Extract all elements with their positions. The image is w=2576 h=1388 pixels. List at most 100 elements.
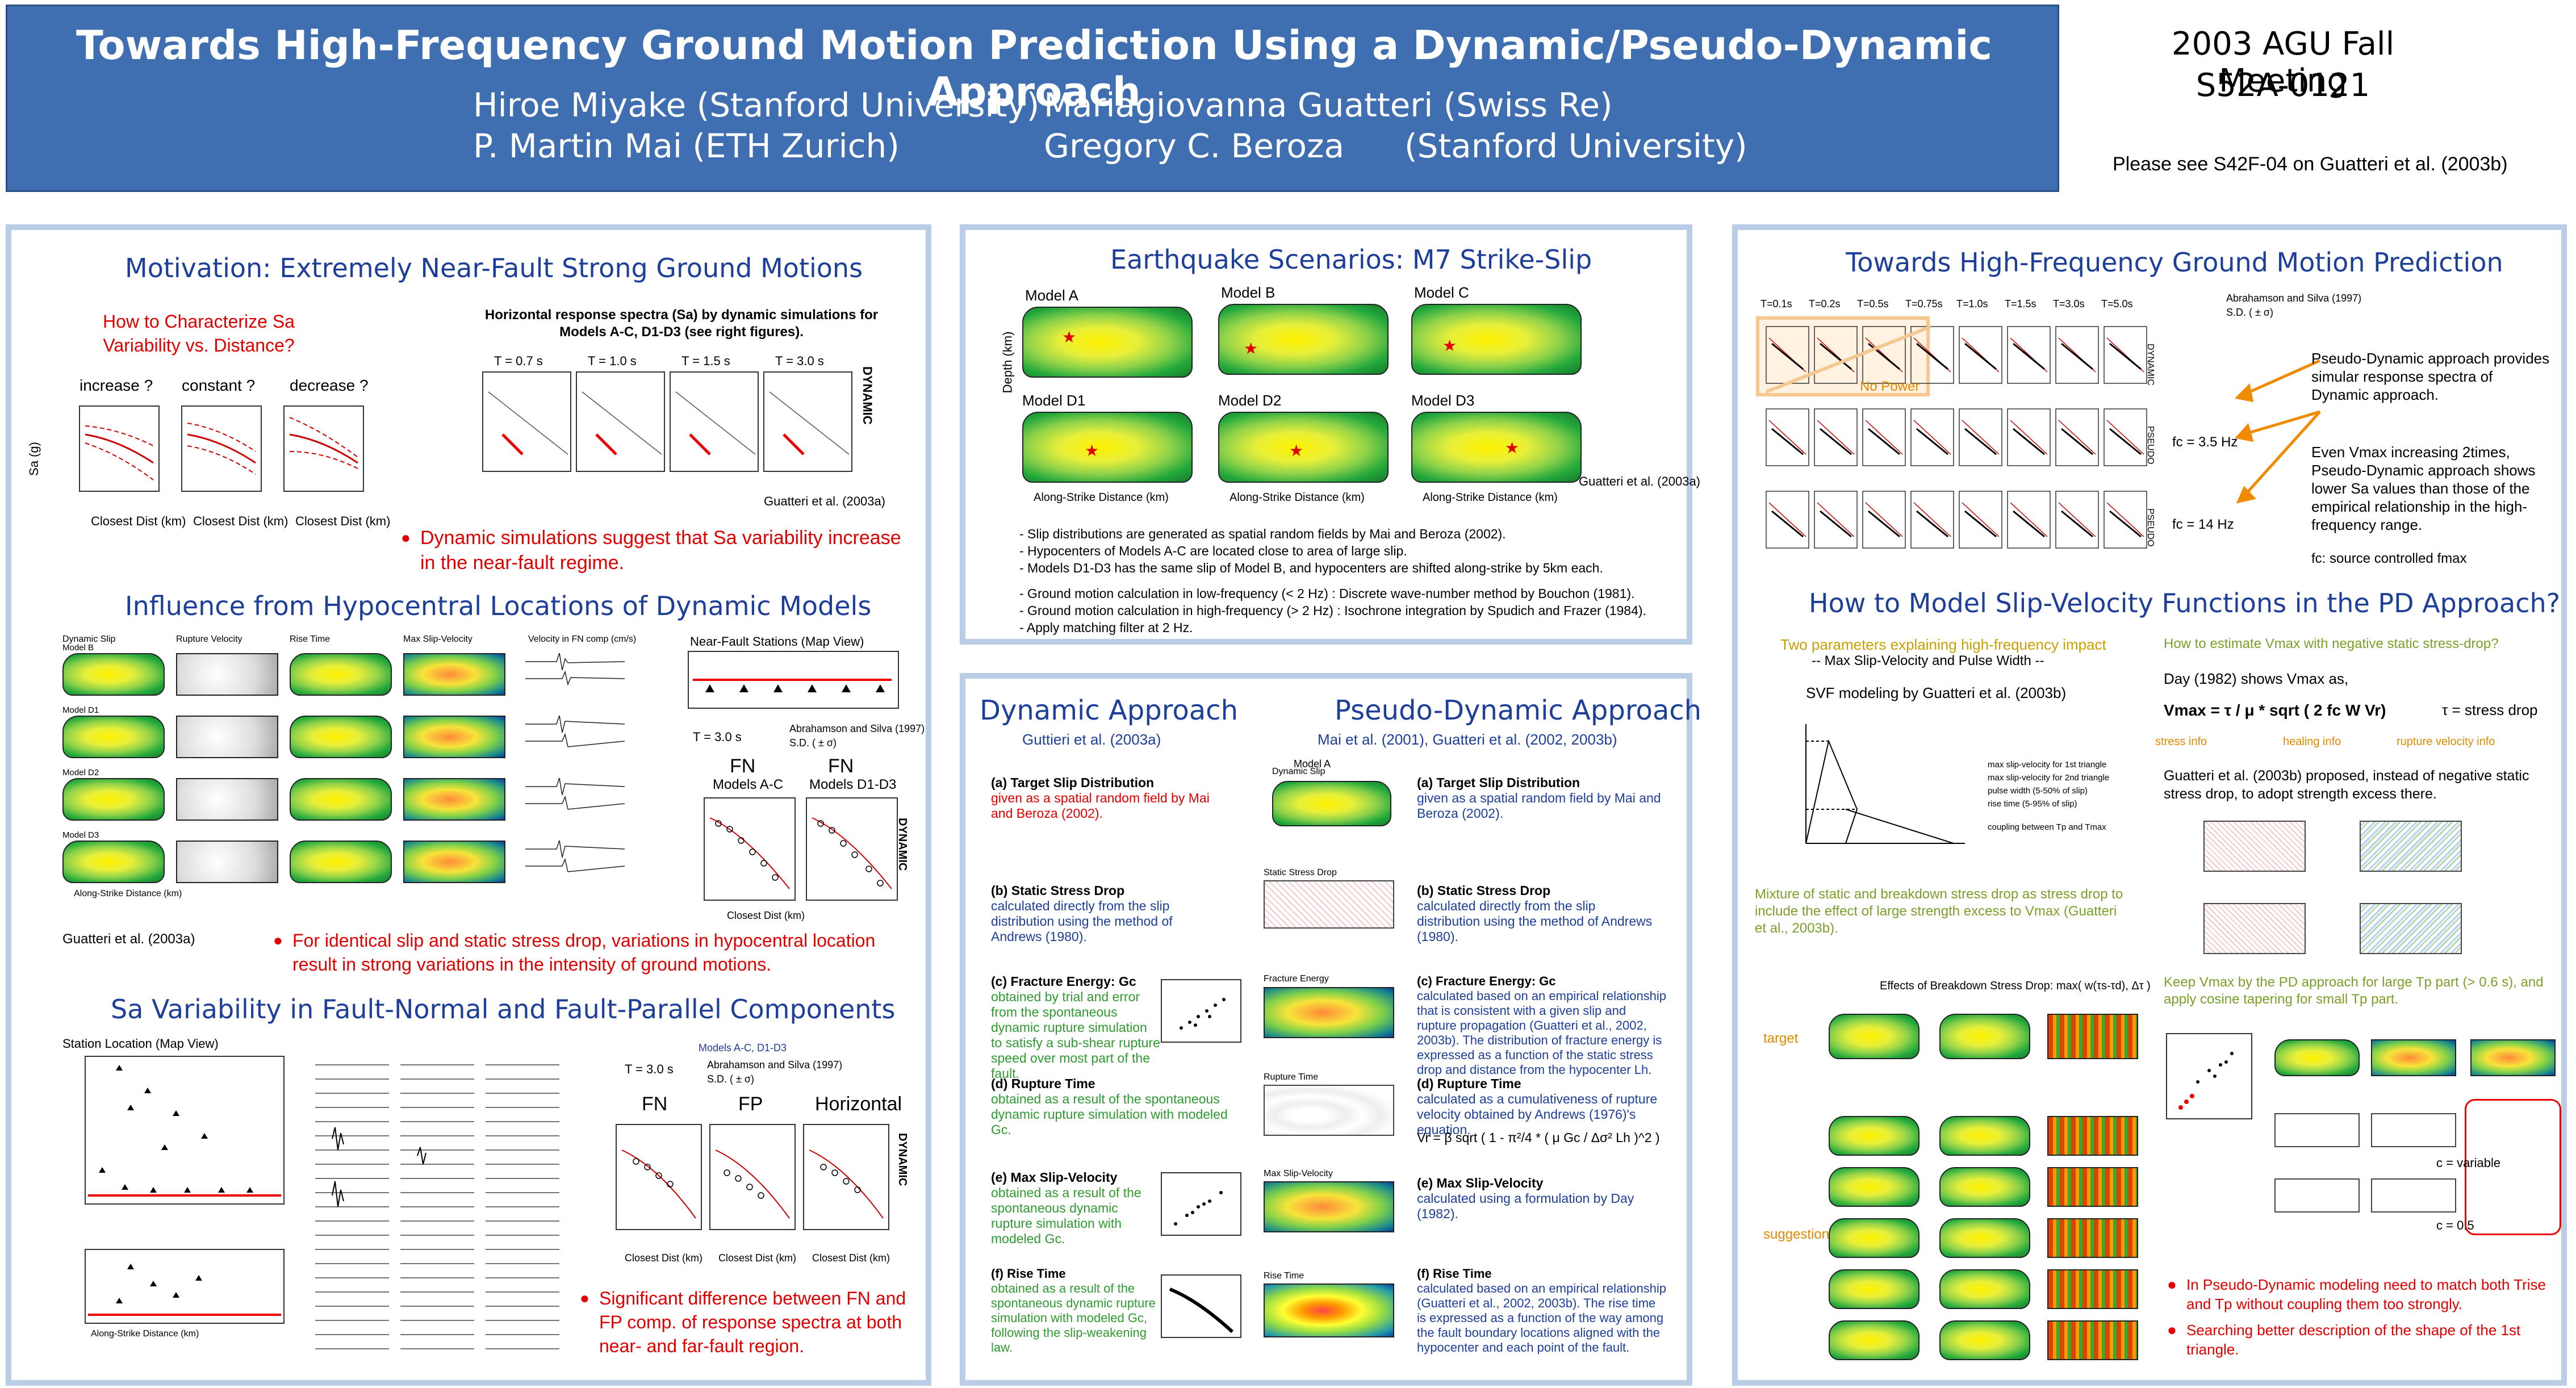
poster-title: Towards High-Frequency Ground Motion Pre… [76,22,1992,115]
sa-legend-1: Abrahamson and Silva (1997) [707,1059,843,1071]
label-constant: constant ? [182,377,256,394]
station-xlabel: Along-Strike Distance (km) [91,1329,199,1339]
effects-pulse-target [1939,1014,2030,1059]
sa-xlabel-h: Closest Dist (km) [812,1252,890,1264]
fn-sub-2: Models D1-D3 [809,777,897,792]
period-15: T = 1.5 s [681,354,730,368]
svf-two-params-2: -- Max Slip-Velocity and Pulse Width -- [1812,653,2044,668]
scenario-xlabel-2: Along-Strike Distance (km) [1230,491,1365,504]
row-model-d2: Model D2 [62,768,99,777]
heatmap-d1-vmax [403,716,505,758]
hypocenter-star-d3: ★ [1505,439,1520,457]
item-a-dyn: (a) Target Slip Distribution given as a s… [991,775,1210,821]
svf-legend-3: pulse width (5-50% of slip) [1988,786,2088,796]
fig-fracture-label: Fracture Energy [1264,974,1329,984]
tp-pulse [2371,1039,2456,1076]
scenario-note-5: - Ground motion calculation in high-freq… [1019,603,1646,618]
effects-slip-1 [1829,1116,1920,1156]
item-c-pd: (c) Fracture Energy: Gc calculated based … [1417,974,1667,1077]
row-model-b: Model B [62,643,94,653]
scenario-heatmap-d2 [1218,412,1389,483]
scenario-model-d1: Model D1 [1022,392,1086,409]
fig-vmax [1264,1181,1394,1232]
schematic-decrease [283,405,364,492]
period-07: T = 0.7 s [494,354,543,368]
keep-text: Keep Vmax by the PD approach for large T… [2164,975,2544,1007]
scenario-xlabel-1: Along-Strike Distance (km) [1034,491,1169,504]
item-e-dyn: (e) Max Slip-Velocity obtained as a resul… [991,1170,1141,1246]
svf-tapered-box [2371,1113,2456,1147]
stress-info: stress info [2155,735,2207,748]
map-title: Near-Fault Stations (Map View) [690,634,864,649]
author-1: Hiroe Miyake (Stanford University) [473,86,1040,124]
towards-legend-2: S.D. ( ± σ) [2226,307,2273,318]
scenario-note-2: - Hypocenters of Models A-C are located … [1019,544,1407,558]
effects-slip-target [1829,1014,1920,1059]
effects-cvalue-3 [2047,1218,2138,1258]
scenario-model-d2: Model D2 [1218,392,1282,409]
heatmap-d1-rv [176,716,278,758]
scenario-heatmap-d3 [1411,412,1582,483]
col-rupture-velocity: Rupture Velocity [176,634,242,644]
author-5: (Stanford University) [1404,127,1747,165]
scenario-citation: Guatteri et al. (2003a) [1579,474,1701,488]
row-dynamic: DYNAMIC [2146,344,2155,386]
dynamic-label-3: DYNAMIC [896,1133,909,1186]
item-b-pd: (b) Static Stress Drop calculated directl… [1417,883,1653,944]
effects-slip-5 [1829,1320,1920,1360]
fn-fp-waveforms [315,1064,559,1349]
poster-header: Towards High-Frequency Ground Motion Pre… [6,5,2059,192]
heatmap-b-slip [62,653,165,696]
item-f-pd: (f) Rise Time calculated based on an empi… [1417,1266,1667,1354]
svf-legend-5: coupling between Tp and Tmax [1988,822,2106,832]
svf-legend-4: rise time (5-95% of slip) [1988,799,2077,809]
c-variable: c = variable [2436,1156,2501,1170]
period-t50: T=5.0s [2101,298,2133,310]
col-velocity-fn: Velocity in FN comp (cm/s) [528,634,637,644]
scenario-heatmap-a [1022,307,1193,378]
heatmap-d3-vmax [403,841,505,883]
hypo-period: T = 3.0 s [693,730,742,744]
scenario-note-3: - Models D1-D3 has the same slip of Mode… [1019,561,1603,575]
hypo-heading: Influence from Hypocentral Locations of … [125,591,872,621]
sa-models: Models A-C, D1-D3 [699,1042,787,1053]
heatmap-b-rise [290,653,392,696]
motivation-question: How to Characterize Sa Variability vs. D… [103,311,295,356]
label-increase: increase ? [80,377,153,394]
fig-slip [1272,781,1391,826]
sa-xlabel-1: Closest Dist (km) [91,514,186,528]
scenario-ylabel: Depth (km) [1000,331,1015,394]
fig-fracture [1264,987,1394,1038]
motivation-citation: Guatteri et al. (2003a) [764,494,886,508]
pulse-scatter [2166,1033,2252,1119]
scenarios-panel: Earthquake Scenarios: M7 Strike-Slip Mod… [960,224,1700,645]
col-max-slip-velocity: Max Slip-Velocity [403,634,472,644]
tapered-highlight [2465,1099,2561,1235]
proposed-text: Guatteri et al. (2003b) proposed, instea… [2164,768,2529,802]
scenario-note-4: - Ground motion calculation in low-frequ… [1019,586,1635,601]
dynamic-spectra-plots [482,371,852,472]
fig-rise [1264,1284,1394,1337]
fn-label-1: FN [730,755,756,777]
svf-bullet-1: In Pseudo-Dynamic modeling need to match… [2167,1275,2567,1314]
item-f-dyn: (f) Rise Time obtained as a result of the… [991,1266,1156,1354]
sa-xlabel-3: Closest Dist (km) [295,514,391,528]
fn-fp-spectra [616,1124,889,1230]
col-dynamic-slip: Dynamic Slip [62,634,116,644]
effects-cvalue-4 [2047,1269,2138,1309]
approach-model-label: Model A [1294,758,1331,770]
scenario-model-a: Model A [1025,287,1078,304]
scenarios-heading: Earthquake Scenarios: M7 Strike-Slip [1110,244,1592,275]
pd-approach-cite: Mai et al. (2001), Guatteri et al. (2002… [1318,731,1617,748]
station-map-zoom [85,1249,285,1324]
heatmap-d2-rv [176,778,278,821]
hypocenter-star-d1: ★ [1085,442,1099,459]
motivation-heading: Motivation: Extremely Near-Fault Strong … [125,253,863,283]
heatmap-d3-slip [62,841,165,883]
effects-slip-2 [1829,1167,1920,1207]
period-30: T = 3.0 s [775,354,824,368]
fn-label-2: FN [828,755,854,777]
svf-day-box [2274,1113,2360,1147]
hypocenter-star-d2: ★ [1289,442,1304,459]
period-t075: T=0.75s [1905,298,1943,310]
